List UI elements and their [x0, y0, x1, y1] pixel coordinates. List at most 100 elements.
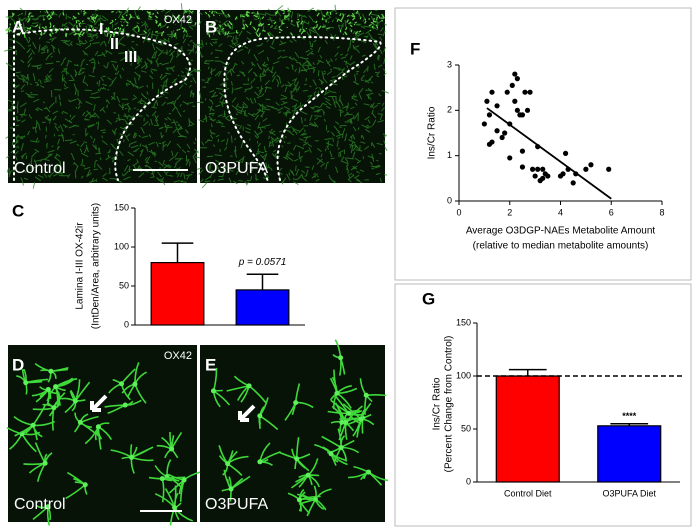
- microglia: [6, 425, 41, 453]
- microglia: [329, 369, 358, 410]
- y-tick-label: 3: [447, 59, 452, 69]
- image-label: III: [124, 49, 137, 66]
- y-tick-label: 50: [119, 280, 129, 290]
- y-tick-label: 150: [456, 317, 471, 327]
- x-tick-label: 6: [609, 207, 614, 217]
- microglia: [284, 383, 314, 421]
- point: [570, 180, 576, 186]
- microglia: [359, 378, 387, 415]
- microglia-body: [129, 454, 135, 460]
- lamina-outline: [223, 36, 382, 183]
- point: [514, 76, 520, 82]
- microglia-body: [294, 456, 300, 462]
- microglia: [61, 379, 91, 414]
- y-tick-label: 1: [447, 150, 452, 160]
- panel-letter: G: [422, 289, 435, 308]
- microglia: [156, 431, 183, 459]
- microglia: [290, 458, 321, 489]
- microglia-body: [159, 476, 165, 482]
- microglia: [73, 412, 99, 436]
- texture: [204, 9, 385, 38]
- microglia: [258, 397, 279, 431]
- microglia: [104, 399, 142, 415]
- microglia-body: [296, 497, 302, 503]
- microglia-body: [72, 398, 78, 404]
- texture: [5, 9, 197, 38]
- image-label: OX42: [164, 350, 192, 362]
- point: [512, 71, 518, 77]
- y-axis-label: Ins/Cr Ratio: [427, 106, 438, 159]
- point: [484, 98, 490, 104]
- microglia-body: [45, 504, 51, 510]
- microglia: [259, 442, 281, 466]
- microglia: [16, 368, 49, 395]
- image-label: B: [205, 17, 217, 36]
- point: [532, 173, 538, 179]
- x-axis-label: (relative to median metabolite amounts): [473, 241, 649, 252]
- image-label: D: [12, 355, 24, 374]
- y-tick-label: 2: [447, 105, 452, 115]
- microglia-body: [363, 392, 369, 398]
- point: [606, 166, 612, 172]
- image-label: O3PUFA: [205, 160, 268, 177]
- microglia: [167, 471, 201, 502]
- point: [486, 141, 493, 147]
- x-tick-label: O3PUFA Diet: [602, 488, 656, 498]
- microglia-body: [42, 460, 48, 466]
- fit-line: [486, 107, 612, 200]
- x-tick-label: 2: [507, 207, 512, 217]
- point: [524, 107, 531, 113]
- y-axis-label: (Percent Change from Control): [444, 336, 455, 473]
- x-tick-label: 0: [456, 207, 461, 217]
- microglia-body: [334, 390, 340, 396]
- image-label: Control: [14, 160, 66, 177]
- microglia-body: [343, 419, 349, 425]
- micrograph-bg: [8, 345, 197, 522]
- microglia-body: [293, 400, 299, 406]
- microglia: [32, 504, 52, 526]
- y-tick-label: 150: [114, 202, 129, 212]
- point: [583, 166, 589, 172]
- image-label: Control: [14, 496, 66, 513]
- y-axis-label: (IntDen/Area, arbitrary units): [91, 203, 102, 329]
- microglia: [121, 361, 147, 404]
- point: [489, 89, 495, 95]
- microglia-body: [122, 402, 128, 408]
- microglia-body: [53, 384, 59, 390]
- microglia-body: [169, 446, 175, 452]
- microglia: [278, 437, 311, 472]
- microglia-body: [366, 469, 372, 475]
- point: [540, 166, 546, 172]
- bar: [495, 375, 560, 483]
- y-tick-label: 50: [461, 423, 471, 433]
- bar: [150, 262, 205, 326]
- microglia: [314, 443, 348, 466]
- point: [519, 148, 526, 154]
- microglia: [46, 377, 78, 408]
- y-axis-label: Lamina I-III OX-42ir: [75, 222, 86, 310]
- microglia-body: [95, 424, 101, 430]
- arrow: [238, 404, 256, 422]
- microglia-body: [358, 416, 364, 422]
- bar: [597, 425, 662, 483]
- y-tick-label: 100: [114, 241, 129, 251]
- microglia: [154, 459, 183, 489]
- panel-frame: [394, 283, 692, 527]
- point: [514, 107, 520, 113]
- microglia: [218, 445, 249, 476]
- microglia-body: [119, 381, 125, 387]
- microglia-body: [328, 451, 334, 457]
- point: [509, 82, 515, 88]
- micrograph: E O3PUFA: [200, 339, 389, 522]
- point: [527, 89, 533, 95]
- point: [588, 162, 594, 168]
- microglia: [148, 476, 186, 503]
- point: [540, 175, 546, 181]
- point: [494, 103, 500, 109]
- y-tick-label: 0: [124, 319, 129, 329]
- texture: [194, 4, 389, 189]
- microglia-body: [23, 380, 29, 386]
- bar: [235, 289, 290, 326]
- microglia-body: [48, 368, 54, 374]
